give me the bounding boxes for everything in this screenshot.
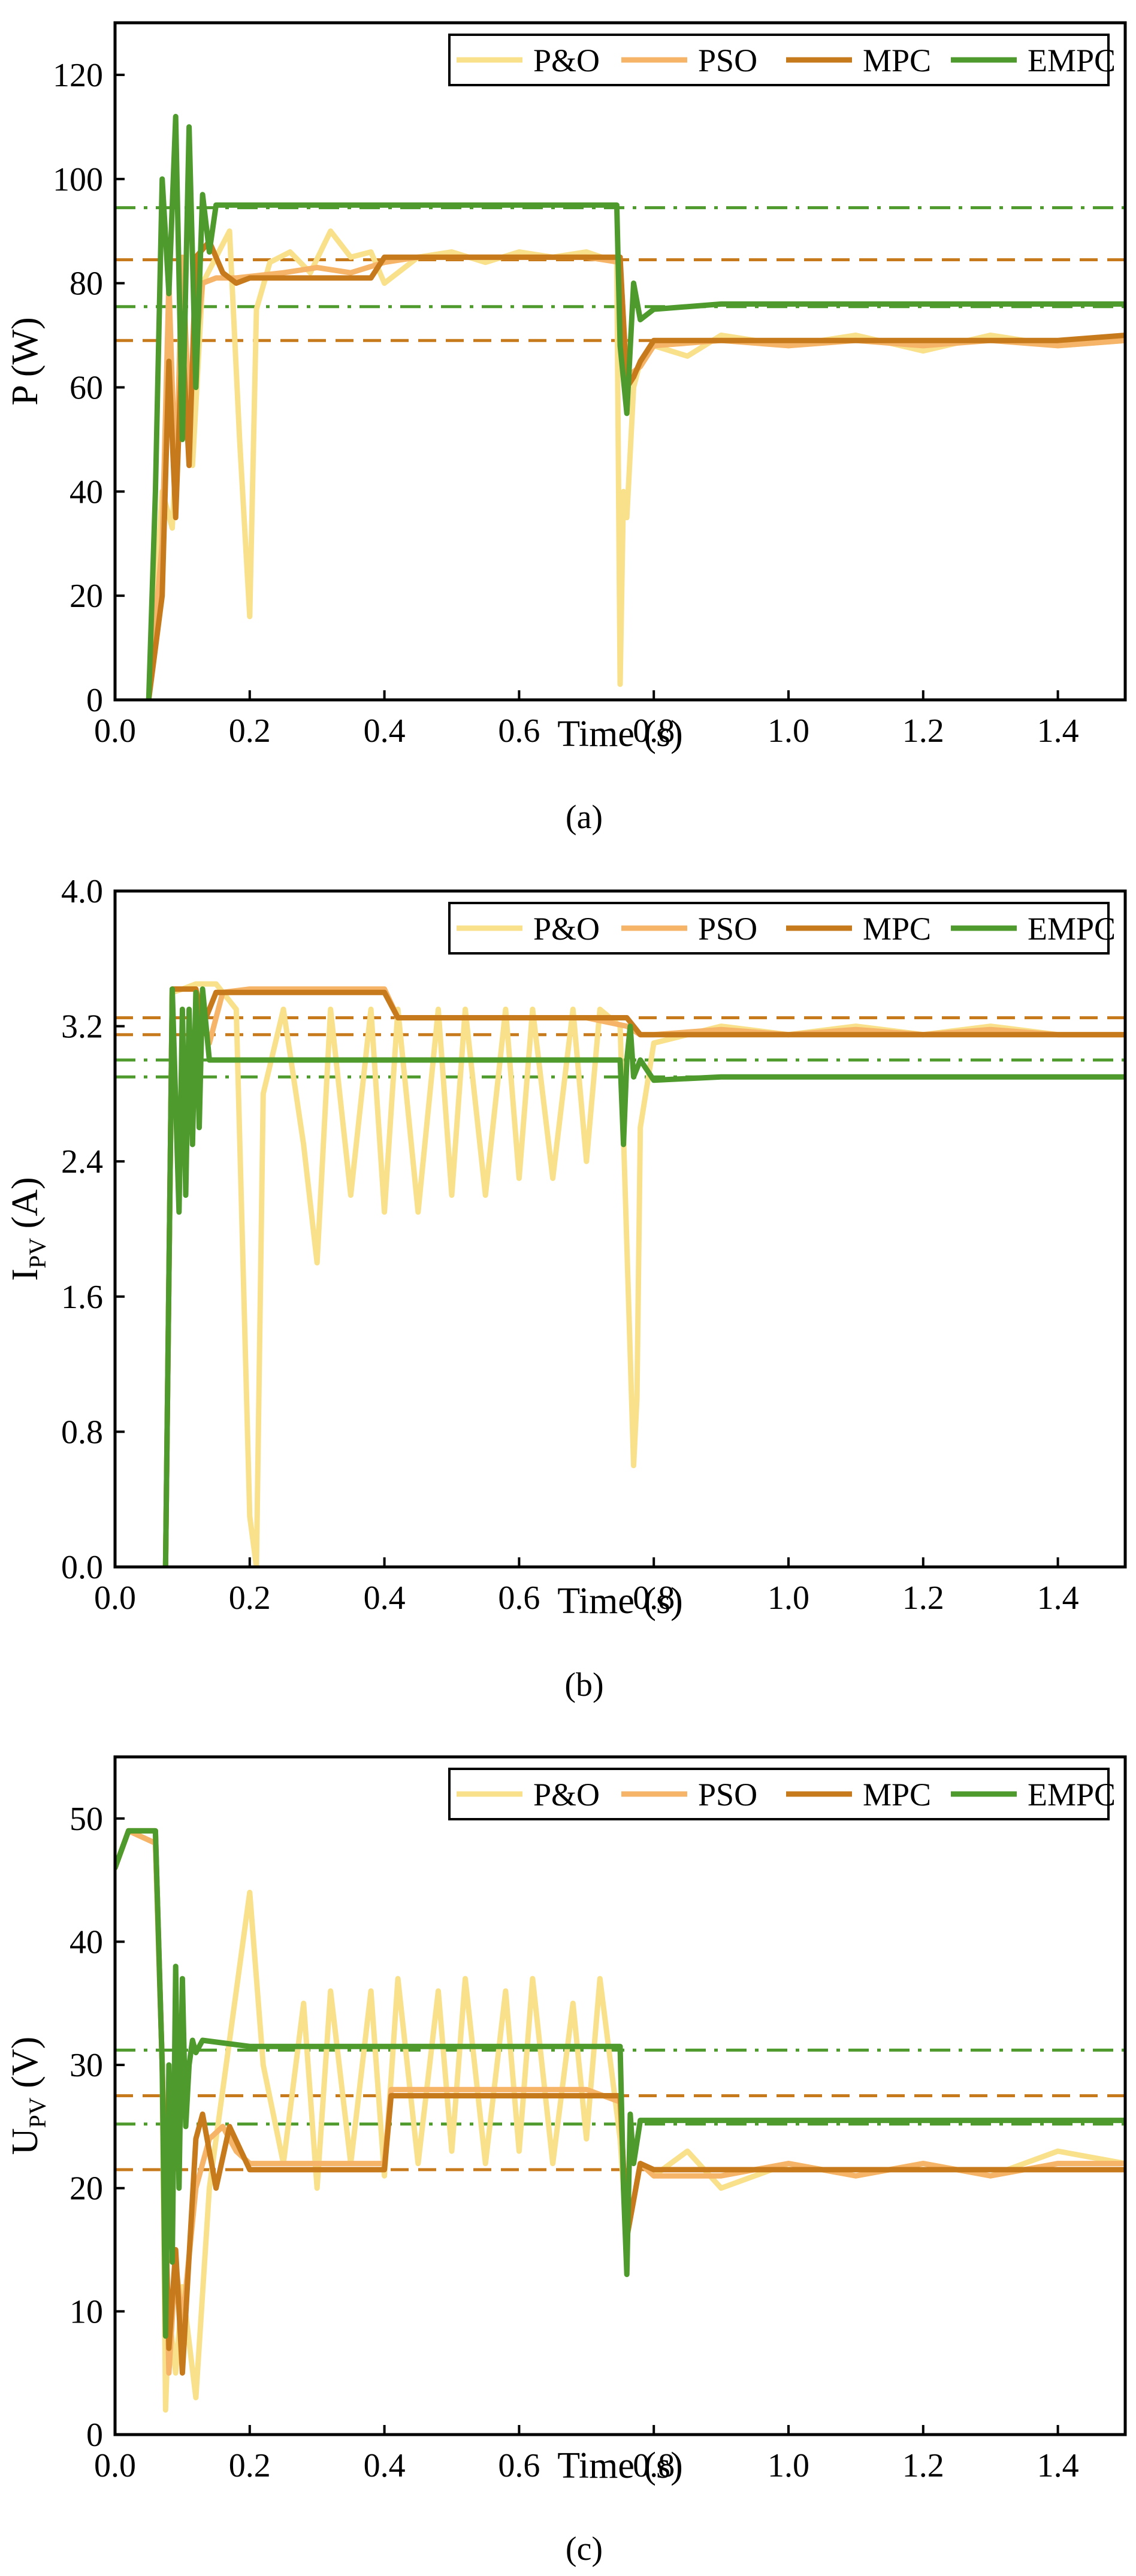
y-tick-label: 0 bbox=[86, 2417, 103, 2454]
x-tick-label: 1.0 bbox=[768, 1580, 809, 1617]
x-tick-label: 0.4 bbox=[364, 1580, 406, 1617]
x-tick-label: 0.0 bbox=[94, 2447, 136, 2484]
legend-label: EMPC bbox=[1028, 1777, 1116, 1813]
x-tick-label: 0.0 bbox=[94, 1580, 136, 1617]
series-group bbox=[146, 114, 1125, 700]
legend-label: P&O bbox=[533, 911, 600, 947]
x-tick-label: 0.6 bbox=[498, 712, 540, 750]
series-mpc bbox=[115, 1828, 1125, 2376]
panel-b: 0.0 0.2 0.4 0.6 0.8 1.0 1.2 1.4 0.0 0.8 1.6 2.4 3.2 4… bbox=[5, 873, 1127, 1704]
x-tick-label: 0.4 bbox=[364, 2447, 406, 2484]
legend-label: PSO bbox=[698, 911, 757, 947]
x-tick-label: 0.8 bbox=[633, 712, 675, 750]
x-tick-label: 0.8 bbox=[633, 1580, 675, 1617]
x-tick-label: 1.4 bbox=[1037, 712, 1079, 750]
x-axis-title: Time (s) bbox=[557, 2445, 683, 2486]
y-tick-label: 0 bbox=[86, 682, 103, 719]
panel-label: (c) bbox=[566, 2530, 603, 2568]
y-tick-label: 50 bbox=[70, 1801, 103, 1838]
series-empc bbox=[162, 986, 1125, 1567]
y-tick-label: 80 bbox=[70, 265, 103, 303]
y-tick-label: 40 bbox=[70, 1923, 103, 1961]
y-tick-label: 30 bbox=[70, 2047, 103, 2084]
y-tick-label: 20 bbox=[70, 578, 103, 615]
x-tick-label: 1.4 bbox=[1037, 1580, 1079, 1617]
x-tick-label: 1.0 bbox=[768, 2447, 809, 2484]
x-tick-label: 0.6 bbox=[498, 2447, 540, 2484]
panel-label: (b) bbox=[564, 1666, 603, 1704]
legend-label: EMPC bbox=[1028, 43, 1116, 78]
x-tick-label: 0.2 bbox=[229, 712, 271, 750]
series-pso bbox=[146, 254, 1125, 700]
legend-label: P&O bbox=[533, 1777, 600, 1813]
plot-frame bbox=[113, 21, 1127, 702]
panel-label: (a) bbox=[566, 799, 603, 836]
legend-label: MPC bbox=[863, 1777, 931, 1813]
x-tick-label: 1.2 bbox=[902, 2447, 944, 2484]
y-tick-label: 20 bbox=[70, 2170, 103, 2207]
y-tick-label: 100 bbox=[53, 161, 103, 198]
panel-c: 0.0 0.2 0.4 0.6 0.8 1.0 1.2 1.4 0 10 20 30 40 50 Time … bbox=[5, 1755, 1127, 2568]
y-tick-label: 40 bbox=[70, 473, 103, 511]
y-tick-label: 1.6 bbox=[61, 1279, 103, 1316]
legend: P&O PSO MPC EMPC bbox=[448, 34, 1116, 86]
legend: P&O PSO MPC EMPC bbox=[448, 902, 1116, 955]
legend-label: MPC bbox=[863, 43, 931, 78]
y-tick-label: 0.8 bbox=[61, 1414, 103, 1451]
plot-frame bbox=[113, 1755, 1127, 2436]
legend: P&O PSO MPC EMPC bbox=[448, 1768, 1116, 1820]
legend-label: PSO bbox=[698, 43, 757, 78]
x-tick-label: 0.2 bbox=[229, 2447, 271, 2484]
y-tick-label: 10 bbox=[70, 2293, 103, 2330]
x-tick-label: 1.2 bbox=[902, 712, 944, 750]
x-tick-label: 1.0 bbox=[768, 712, 809, 750]
x-tick-label: 1.2 bbox=[902, 1580, 944, 1617]
series-group bbox=[162, 981, 1125, 1567]
x-tick-label: 0.4 bbox=[364, 712, 406, 750]
x-tick-label: 0.0 bbox=[94, 712, 136, 750]
panel-a: 0.0 0.2 0.4 0.6 0.8 1.0 1.2 1.4 0 20 40 60 80 100 120 T… bbox=[5, 21, 1127, 836]
y-axis-title: UPV (V) bbox=[5, 2037, 51, 2155]
legend-label: P&O bbox=[533, 43, 600, 78]
y-tick-label: 2.4 bbox=[61, 1143, 103, 1180]
x-tick-label: 0.8 bbox=[633, 2447, 675, 2484]
x-tick-label: 1.4 bbox=[1037, 2447, 1079, 2484]
series-empc bbox=[146, 114, 1125, 700]
y-tick-label: 3.2 bbox=[61, 1008, 103, 1046]
x-axis-title: Time (s) bbox=[557, 714, 683, 754]
y-axis-title: IPV (A) bbox=[5, 1177, 51, 1281]
series-group bbox=[115, 1828, 1125, 2413]
y-tick-label: 120 bbox=[53, 57, 103, 94]
legend-label: EMPC bbox=[1028, 911, 1116, 947]
plot-frame bbox=[113, 889, 1127, 1569]
x-axis-title: Time (s) bbox=[557, 1581, 683, 1621]
legend-label: MPC bbox=[863, 911, 931, 947]
series-empc bbox=[115, 1828, 1125, 2339]
y-tick-label: 60 bbox=[70, 369, 103, 406]
x-tick-label: 0.6 bbox=[498, 1580, 540, 1617]
y-tick-label: 0.0 bbox=[61, 1549, 103, 1586]
y-tick-label: 4.0 bbox=[61, 873, 103, 910]
x-tick-label: 0.2 bbox=[229, 1580, 271, 1617]
y-axis-title: P (W) bbox=[5, 317, 46, 406]
legend-label: PSO bbox=[698, 1777, 757, 1813]
